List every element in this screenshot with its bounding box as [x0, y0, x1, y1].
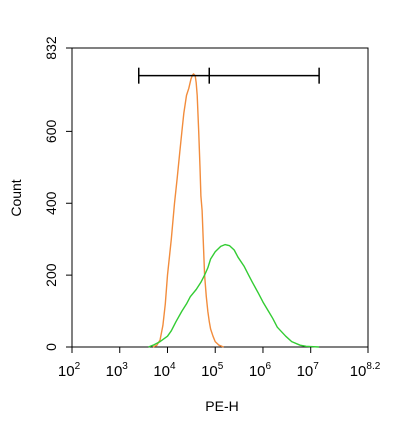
x-tick-label: 106 [249, 361, 272, 380]
y-tick-label: 200 [43, 263, 59, 287]
x-axis-ticks: 102 103 104 105 106 107 108.2 [58, 347, 381, 380]
y-tick-label: 832 [43, 36, 59, 60]
y-tick-label: 400 [43, 191, 59, 215]
y-axis-title: Count [8, 179, 24, 216]
y-tick-label: 600 [43, 119, 59, 143]
x-tick-label: 105 [201, 361, 224, 380]
series-line-2 [148, 243, 320, 348]
x-tick-label: 102 [58, 361, 81, 380]
y-axis-ticks: 0 200 400 600 832 [43, 36, 72, 351]
series-line-1 [152, 73, 224, 348]
x-tick-label: 104 [153, 361, 176, 380]
x-tick-label: 103 [106, 361, 129, 380]
series-layer [148, 73, 320, 348]
gate-layer [137, 67, 320, 84]
x-axis-title: PE-H [205, 398, 238, 414]
x-tick-label: 107 [297, 361, 320, 380]
y-tick-label: 0 [43, 343, 59, 351]
x-tick-label: 108.2 [350, 361, 381, 380]
plot-frame [71, 47, 369, 348]
